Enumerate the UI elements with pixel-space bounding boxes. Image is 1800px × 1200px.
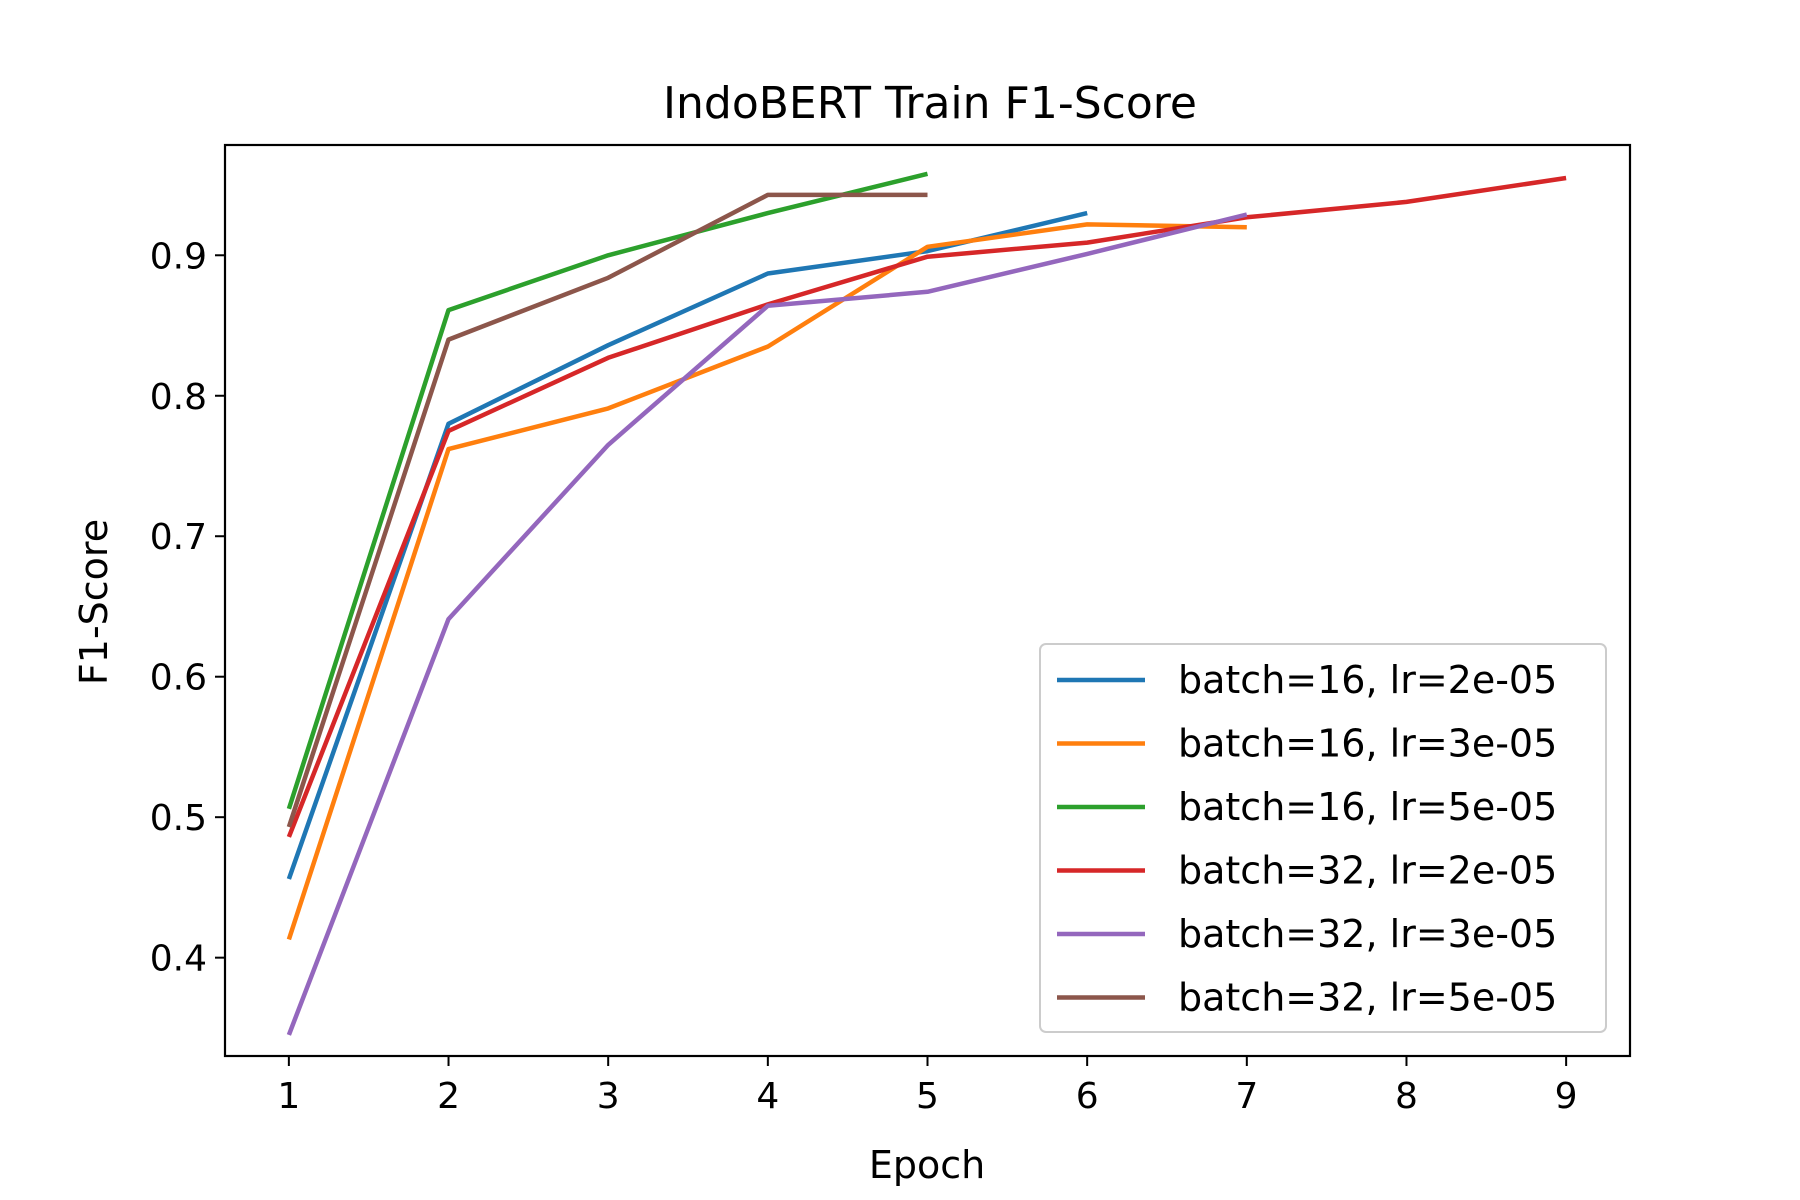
x-tick-label: 4 <box>756 1076 779 1117</box>
legend-label: batch=32, lr=2e-05 <box>1178 849 1557 893</box>
x-tick-label: 9 <box>1555 1076 1578 1117</box>
x-tick-label: 6 <box>1076 1076 1099 1117</box>
legend-label: batch=16, lr=5e-05 <box>1178 785 1557 829</box>
legend-label: batch=32, lr=3e-05 <box>1178 912 1557 956</box>
y-axis-label: F1-Score <box>72 519 116 685</box>
y-tick-label: 0.9 <box>150 236 207 277</box>
x-tick-label: 7 <box>1235 1076 1258 1117</box>
y-tick-label: 0.6 <box>150 658 207 699</box>
legend-label: batch=16, lr=2e-05 <box>1178 658 1557 702</box>
y-tick-label: 0.7 <box>150 517 207 558</box>
legend-frame <box>1039 643 1607 1033</box>
series-line-6 <box>286 192 928 828</box>
y-axis-ticks: 0.4 0.5 0.6 0.7 0.8 0.9 <box>150 236 225 980</box>
x-tick-label: 5 <box>916 1076 939 1117</box>
chart-title: IndoBERT Train F1-Score <box>663 78 1197 129</box>
y-tick-label: 0.4 <box>150 939 207 980</box>
x-axis-label: Epoch <box>869 1143 985 1187</box>
series-line-3 <box>286 171 929 810</box>
x-axis-ticks: 1 2 3 4 5 6 7 8 9 <box>277 1056 1578 1117</box>
series-line-4 <box>286 175 1567 838</box>
legend-label: batch=32, lr=5e-05 <box>1178 976 1557 1020</box>
x-tick-label: 1 <box>277 1076 300 1117</box>
y-tick-label: 0.5 <box>150 798 207 839</box>
plot-lines <box>286 171 1567 1036</box>
legend: batch=16, lr=2e-05 batch=16, lr=3e-05 batc… <box>1039 643 1607 1033</box>
legend-items: batch=16, lr=2e-05 batch=16, lr=3e-05 batc… <box>1057 658 1557 1020</box>
x-tick-label: 8 <box>1395 1076 1418 1117</box>
series-line-2 <box>286 222 1247 941</box>
x-tick-label: 3 <box>597 1076 620 1117</box>
x-tick-label: 2 <box>437 1076 460 1117</box>
legend-label: batch=16, lr=3e-05 <box>1178 722 1557 766</box>
series-line-5 <box>286 212 1248 1036</box>
y-tick-label: 0.8 <box>150 377 207 418</box>
